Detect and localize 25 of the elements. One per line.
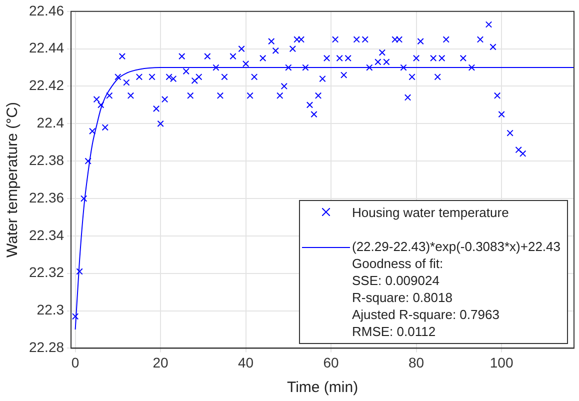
annotation: R-square: 0.8018 (352, 289, 454, 306)
y-tick-label: 22.38 (28, 152, 64, 168)
y-tick-label: 22.32 (28, 264, 64, 280)
x-axis-title: Time (min) (286, 379, 358, 396)
legend-label: (22.29-22.43)*exp(-0.3083*x)+22.43 (352, 238, 561, 256)
y-tick-label: 22.4 (36, 114, 64, 131)
annotation: Ajusted R-square: 0.7963 (352, 306, 500, 324)
y-tick-label: 22.42 (28, 77, 64, 94)
x-tick-label: 20 (152, 354, 169, 370)
y-tick-label: 22.36 (28, 189, 64, 206)
annotation: Goodness of fit: (352, 255, 444, 272)
x-tick-label: 80 (408, 354, 424, 370)
legend-label: Housing water temperature (352, 204, 509, 222)
y-tick-label: 22.44 (28, 40, 64, 56)
x-tick-label: 100 (490, 354, 514, 370)
y-axis-title: Water temperature (°C) (4, 102, 22, 258)
x-tick-label: 60 (323, 354, 340, 370)
y-tick-label: 22.28 (28, 339, 64, 356)
x-tick-label: 40 (238, 354, 254, 370)
y-tick-label: 22.34 (28, 226, 64, 243)
y-tick-label: 22.46 (28, 2, 64, 18)
y-tick-label: 22.3 (36, 302, 64, 318)
x-tick-label: 0 (71, 354, 80, 370)
annotation: RMSE: 0.0112 (352, 323, 437, 340)
annotation: SSE: 0.009024 (352, 272, 440, 290)
